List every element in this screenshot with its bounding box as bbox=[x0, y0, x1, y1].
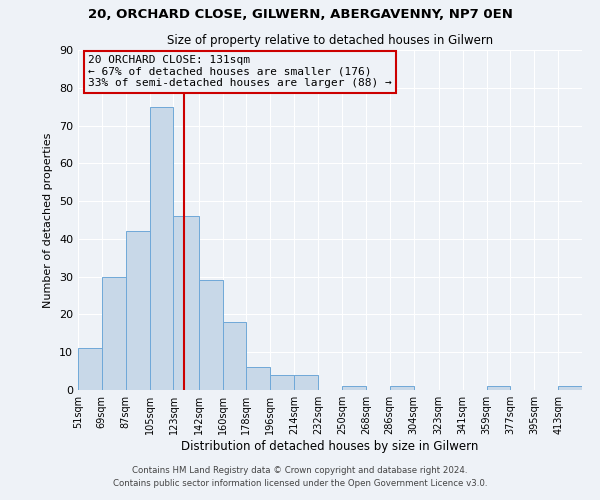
Bar bbox=[558, 386, 582, 390]
Text: Contains HM Land Registry data © Crown copyright and database right 2024.
Contai: Contains HM Land Registry data © Crown c… bbox=[113, 466, 487, 487]
Bar bbox=[173, 216, 199, 390]
Bar bbox=[294, 375, 318, 390]
Bar bbox=[271, 375, 294, 390]
Bar bbox=[247, 368, 271, 390]
X-axis label: Distribution of detached houses by size in Gilwern: Distribution of detached houses by size … bbox=[181, 440, 479, 453]
Y-axis label: Number of detached properties: Number of detached properties bbox=[43, 132, 53, 308]
Bar bbox=[223, 322, 247, 390]
Text: 20, ORCHARD CLOSE, GILWERN, ABERGAVENNY, NP7 0EN: 20, ORCHARD CLOSE, GILWERN, ABERGAVENNY,… bbox=[88, 8, 512, 20]
Bar bbox=[389, 386, 413, 390]
Bar bbox=[342, 386, 366, 390]
Bar bbox=[199, 280, 223, 390]
Title: Size of property relative to detached houses in Gilwern: Size of property relative to detached ho… bbox=[167, 34, 493, 48]
Bar bbox=[102, 276, 126, 390]
Bar bbox=[78, 348, 102, 390]
Bar bbox=[149, 106, 173, 390]
Bar bbox=[487, 386, 511, 390]
Text: 20 ORCHARD CLOSE: 131sqm
← 67% of detached houses are smaller (176)
33% of semi-: 20 ORCHARD CLOSE: 131sqm ← 67% of detach… bbox=[88, 55, 392, 88]
Bar bbox=[126, 232, 149, 390]
